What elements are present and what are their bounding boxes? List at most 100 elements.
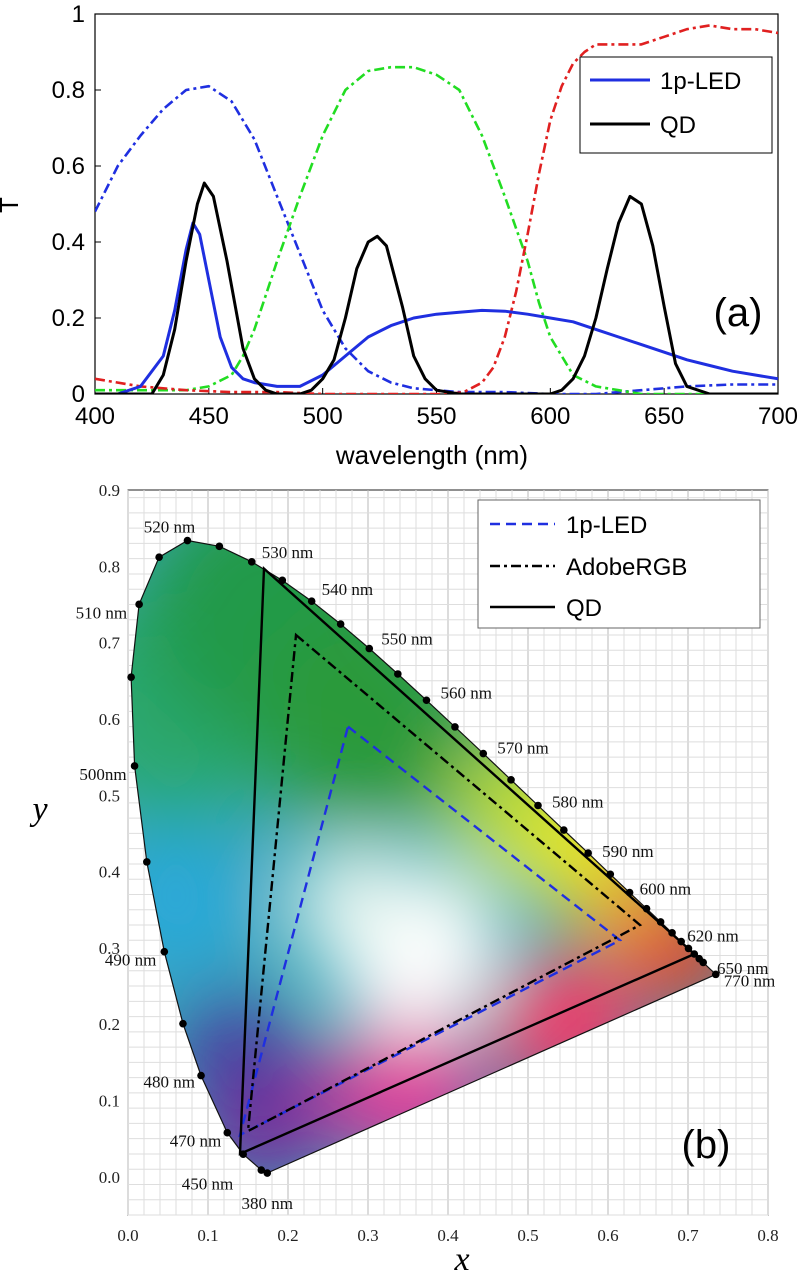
panel-a-transmission-chart: 400 450 500 550 600 650 700 0 0.2 0.4 0.6 0.8 1 wave…	[0, 1, 798, 470]
panel-b-wavelength-label: 590 nm	[602, 842, 653, 861]
panel-b-locus-point	[422, 696, 431, 705]
panel-b-wavelength-label: 510 nm	[76, 603, 127, 622]
panel-a-x-tick-label: 650	[644, 403, 684, 430]
panel-b-y-tick-label: 0.8	[99, 557, 120, 576]
panel-b-locus-point	[130, 762, 139, 770]
panel-b-locus-point	[223, 1128, 232, 1137]
panel-a-y-axis-label: T	[0, 197, 24, 213]
panel-b-x-axis-label: x	[453, 1241, 469, 1278]
panel-a-legend-label-qd: QD	[660, 112, 696, 139]
panel-b-wavelength-label: 580 nm	[552, 792, 603, 811]
panel-b-locus-point	[307, 597, 316, 605]
panel-b-wavelength-label: 520 nm	[144, 518, 195, 537]
panel-b-x-tick-label: 0.3	[357, 1226, 378, 1245]
panel-a-legend-box	[579, 56, 773, 154]
panel-b-locus-point	[394, 670, 402, 678]
panel-b-x-tick-label: 0.7	[677, 1226, 699, 1245]
panel-b-locus-point	[699, 958, 707, 967]
panel-a-label: (a)	[714, 291, 763, 335]
panel-b-wavelength-label: 380 nm	[242, 1194, 293, 1213]
panel-a-x-tick-label: 700	[758, 403, 798, 430]
panel-a-legend-label-1p-led: 1p-LED	[660, 68, 741, 95]
panel-b-y-tick-label: 0.6	[99, 710, 120, 729]
panel-b-locus-point	[451, 723, 459, 731]
panel-b-x-tick-label: 0.6	[597, 1226, 618, 1245]
panel-b-x-tick-label: 0.8	[757, 1226, 778, 1245]
panel-b-wavelength-label: 770 nm	[724, 971, 775, 990]
panel-b-y-tick-label: 0.2	[99, 1015, 120, 1034]
panel-b-locus-point	[135, 600, 143, 609]
panel-a-y-tick-label: 0	[72, 381, 85, 408]
panel-b-y-tick-label: 0.4	[99, 863, 121, 882]
panel-b-y-tick-label: 0.1	[99, 1092, 120, 1111]
panel-b-wavelength-label: 450 nm	[182, 1174, 233, 1193]
panel-a-series-line-qd	[95, 181, 778, 394]
panel-b-locus-point	[160, 947, 169, 956]
panel-b-wavelength-label: 500nm	[79, 765, 126, 784]
panel-b-locus-point	[127, 673, 135, 681]
panel-b-locus-point	[656, 918, 665, 926]
panel-b-locus-point	[183, 536, 192, 545]
panel-a-x-tick-label: 400	[75, 403, 115, 430]
panel-a-y-tick-label: 0.6	[52, 153, 85, 180]
panel-b-wavelength-label: 560 nm	[440, 683, 491, 702]
panel-b-gamut-triangle-1p-led	[238, 724, 623, 1138]
panel-b-spectral-locus-points	[127, 536, 720, 1177]
panel-b-locus-point	[365, 644, 374, 653]
panel-b-locus-point	[507, 776, 515, 784]
panel-b-y-tick-label: 0.5	[99, 786, 120, 805]
panel-b-x-tick-label: 0.4	[437, 1226, 459, 1245]
panel-a-y-tick-label: 1	[72, 1, 85, 28]
panel-b-axis-ticks: 0.0 0.1 0.2 0.3 0.4 0.5 0.6 0.7 0.8 0.0 0.1 0.2 0.3 0…	[99, 481, 779, 1245]
panel-b-y-tick-label: 0.9	[99, 481, 120, 500]
panel-a-x-tick-label: 450	[189, 403, 229, 430]
panel-b-locus-point	[179, 1019, 187, 1028]
panel-b-locus-point	[247, 558, 256, 566]
panel-b-wavelength-label: 550 nm	[381, 630, 432, 649]
panel-a-x-tick-label: 550	[416, 403, 456, 430]
panel-a-axis-ticks: 400 450 500 550 600 650 700 0 0.2 0.4 0.6 0.8 1	[52, 1, 798, 430]
panel-b-locus-point	[155, 553, 163, 561]
panel-b-locus-point	[197, 1071, 205, 1080]
panel-a-x-tick-label: 500	[303, 403, 343, 430]
panel-b-y-tick-label: 0.7	[99, 634, 121, 653]
panel-b-y-tick-label: 0.3	[99, 939, 120, 958]
panel-b-wavelength-label: 540 nm	[322, 580, 373, 599]
panel-b-locus-point	[711, 970, 720, 979]
panel-b-gamut-triangles	[238, 566, 697, 1156]
panel-a-y-tick-label: 0.4	[52, 229, 85, 256]
panel-a-y-tick-label: 0.8	[52, 77, 85, 104]
panel-b-wavelength-label: 470 nm	[170, 1132, 221, 1151]
panel-b-y-axis-label: y	[29, 791, 48, 828]
panel-b-locus-point	[534, 801, 542, 810]
panel-b-wavelength-label: 600 nm	[640, 880, 691, 899]
panel-b-locus-point	[143, 858, 151, 866]
panel-a-series	[95, 24, 778, 394]
panel-a-x-tick-label: 600	[530, 403, 570, 430]
panel-b-legend-label-1p-led: 1p-LED	[566, 512, 647, 539]
panel-b-wavelength-label: 620 nm	[687, 927, 738, 946]
panel-b-locus-point	[560, 826, 568, 834]
panel-b-locus-point	[479, 749, 488, 758]
panel-b-locus-point	[215, 542, 224, 551]
panel-b-label: (b)	[682, 1123, 731, 1167]
panel-b-gamut-triangle-adobergb	[246, 632, 643, 1134]
panel-b-wavelength-label: 650 nm	[717, 959, 768, 978]
panel-a-series-line-curve-3	[95, 65, 778, 394]
panel-b-wavelength-labels: 520 nm 530 nm 540 nm 550 nm 560 nm 570 nm 580 …	[76, 518, 776, 1214]
panel-b-gamut-triangle-qd	[238, 566, 697, 1156]
panel-b-y-tick-label: 0.0	[99, 1168, 120, 1187]
panel-b-locus-point	[257, 1166, 266, 1174]
panel-a-series-line-curve-2	[95, 84, 778, 394]
panel-b-wavelength-label: 480 nm	[144, 1073, 195, 1092]
panel-b-x-tick-label: 0.0	[117, 1226, 138, 1245]
panel-b-locus-point	[336, 620, 345, 628]
panel-b-legend: 1p-LED AdobeRGB QD	[477, 499, 761, 629]
panel-b-wavelength-label: 490 nm	[105, 951, 156, 970]
panel-b-locus-point	[584, 849, 592, 857]
panel-a-legend: 1p-LED QD	[579, 56, 773, 154]
panel-b-legend-label-qd: QD	[566, 595, 602, 622]
panel-a-x-axis-label: wavelength (nm)	[335, 440, 528, 470]
panel-b-x-tick-label: 0.2	[277, 1226, 298, 1245]
